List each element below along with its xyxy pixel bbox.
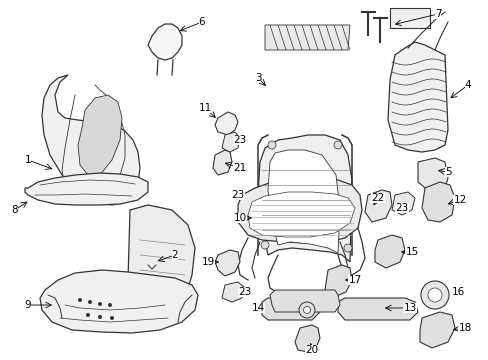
Text: 23: 23 <box>238 287 251 297</box>
Circle shape <box>420 281 448 309</box>
Circle shape <box>98 315 102 319</box>
Circle shape <box>78 298 82 302</box>
Polygon shape <box>269 290 339 312</box>
Polygon shape <box>294 325 319 352</box>
Text: 15: 15 <box>405 247 418 257</box>
Circle shape <box>261 241 268 249</box>
Text: 8: 8 <box>12 205 18 215</box>
Polygon shape <box>417 158 447 192</box>
Text: 23: 23 <box>233 135 246 145</box>
Text: 6: 6 <box>198 17 205 27</box>
Polygon shape <box>264 25 349 50</box>
Polygon shape <box>267 150 339 253</box>
Polygon shape <box>213 150 231 175</box>
Circle shape <box>98 302 102 306</box>
Polygon shape <box>258 135 351 262</box>
Polygon shape <box>78 95 122 175</box>
Text: 12: 12 <box>452 195 466 205</box>
Circle shape <box>303 306 310 314</box>
Polygon shape <box>389 8 429 28</box>
Circle shape <box>86 313 90 317</box>
Circle shape <box>298 302 314 318</box>
Polygon shape <box>374 235 404 268</box>
Polygon shape <box>42 75 140 205</box>
Polygon shape <box>421 182 454 222</box>
Text: 18: 18 <box>457 323 470 333</box>
Text: 11: 11 <box>198 103 211 113</box>
Polygon shape <box>215 250 240 276</box>
Text: 16: 16 <box>450 287 464 297</box>
Text: 10: 10 <box>233 213 246 223</box>
Polygon shape <box>222 282 244 302</box>
Polygon shape <box>148 24 182 60</box>
Text: 20: 20 <box>305 345 318 355</box>
Text: 17: 17 <box>347 275 361 285</box>
Polygon shape <box>364 190 391 222</box>
Circle shape <box>343 244 351 252</box>
Text: 19: 19 <box>201 257 214 267</box>
Polygon shape <box>247 192 354 237</box>
Polygon shape <box>238 178 361 243</box>
Text: 1: 1 <box>24 155 31 165</box>
Text: 2: 2 <box>171 250 178 260</box>
Text: 14: 14 <box>251 303 264 313</box>
Text: 5: 5 <box>444 167 450 177</box>
Polygon shape <box>419 312 454 348</box>
Polygon shape <box>391 192 414 215</box>
Circle shape <box>427 288 441 302</box>
Circle shape <box>267 141 275 149</box>
Polygon shape <box>325 265 351 298</box>
Polygon shape <box>262 298 319 320</box>
Polygon shape <box>222 132 240 152</box>
Text: 23: 23 <box>395 203 408 213</box>
Text: 7: 7 <box>434 9 440 19</box>
Text: 21: 21 <box>233 163 246 173</box>
Polygon shape <box>215 112 238 135</box>
Text: 9: 9 <box>24 300 31 310</box>
Circle shape <box>110 316 114 320</box>
Circle shape <box>333 141 341 149</box>
Polygon shape <box>387 42 447 152</box>
Text: 22: 22 <box>370 193 384 203</box>
Text: 3: 3 <box>254 73 261 83</box>
Text: 23: 23 <box>231 190 244 200</box>
Text: 13: 13 <box>403 303 416 313</box>
Polygon shape <box>25 173 148 205</box>
Polygon shape <box>337 298 417 320</box>
Polygon shape <box>40 270 198 333</box>
Circle shape <box>88 300 92 304</box>
Circle shape <box>108 303 112 307</box>
Polygon shape <box>128 205 195 315</box>
Text: 4: 4 <box>464 80 470 90</box>
